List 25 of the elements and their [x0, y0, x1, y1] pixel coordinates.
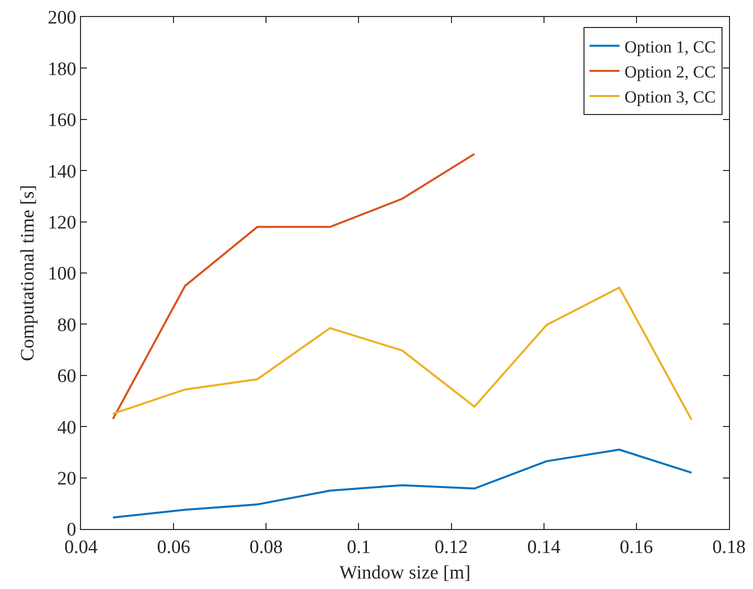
y-tick-label: 20	[57, 468, 76, 490]
y-axis-title: Computational time [s]	[18, 184, 39, 362]
x-tick-label: 0.16	[620, 536, 654, 558]
y-tick-label: 100	[48, 264, 76, 285]
y-tick-label: 140	[48, 161, 76, 182]
line-series	[112, 286, 693, 421]
y-tick-label: 40	[57, 417, 76, 438]
x-tick-label: 0.14	[527, 536, 561, 558]
y-tick-label: 180	[48, 58, 76, 80]
y-tick-label: 160	[48, 110, 76, 132]
y-tick-label: 200	[48, 8, 76, 29]
x-axis-title: Window size [m]	[339, 562, 471, 584]
legend-label: Option 2, CC	[624, 62, 716, 82]
x-tick-label: 0.08	[250, 536, 283, 558]
y-tick-label: 120	[48, 212, 76, 234]
x-tick-label: 0.06	[156, 536, 190, 558]
x-tick-label: 0.12	[434, 536, 468, 558]
y-tick-label: 60	[57, 366, 76, 388]
legend-label: Option 3, CC	[624, 88, 716, 107]
line-series	[112, 448, 693, 518]
x-tick-label: 0.18	[712, 536, 746, 558]
x-tick-label: 0.1	[346, 536, 371, 558]
line-series	[112, 152, 476, 420]
legend-label: Option 1, CC	[624, 37, 716, 56]
y-tick-label: 80	[57, 314, 76, 336]
